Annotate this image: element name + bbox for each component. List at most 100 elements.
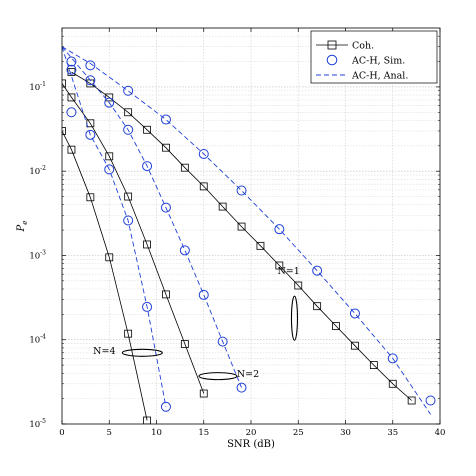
series-line-n4-ac-h-anal <box>62 46 167 407</box>
point-n1-coh <box>218 202 227 211</box>
point-n2-coh <box>62 79 66 88</box>
annotation-ellipse-n2 <box>198 372 238 381</box>
legend-coh-label: Coh. <box>352 41 374 52</box>
legend-item-ach-sim: AC-H, Sim. <box>326 54 405 67</box>
point-n1-coh <box>124 108 133 117</box>
legend: Coh. AC-H, Sim. AC-H, Anal. <box>310 30 438 84</box>
point-n2-coh <box>105 152 114 161</box>
point-n4-coh <box>105 253 114 262</box>
annotations: N=1 N=2 N=4 <box>93 266 300 380</box>
annotation-label-n1: N=1 <box>277 266 299 277</box>
point-n2-ac-h-sim <box>66 64 77 75</box>
series-n2-ac-h-sim <box>66 64 247 393</box>
point-n1-ac-h-sim <box>274 224 285 235</box>
point-n1-coh <box>313 302 322 311</box>
series-n4-ac-h-sim <box>66 107 171 412</box>
point-n1-coh <box>275 261 284 270</box>
x-tick-label: 15 <box>198 428 209 438</box>
x-tick-label: 25 <box>293 428 304 438</box>
series-n4-coh <box>62 127 151 424</box>
x-tick-label: 5 <box>107 428 112 438</box>
annotation-n1: N=1 <box>277 266 300 341</box>
annotation-label-n4: N=4 <box>93 346 115 357</box>
point-n2-ac-h-sim <box>142 161 153 172</box>
point-n1-coh <box>256 241 265 250</box>
point-n2-ac-h-sim <box>85 75 96 86</box>
point-n2-coh <box>180 340 189 348</box>
legend-ach-sim-marker <box>326 54 338 66</box>
point-n1-coh <box>237 222 246 231</box>
x-tick-label: 20 <box>246 428 257 438</box>
point-n2-ac-h-sim <box>236 382 247 393</box>
point-n4-ac-h-sim <box>104 164 115 175</box>
y-tick-exponent: -5 <box>40 418 46 425</box>
point-n1-coh <box>369 361 378 369</box>
y-axis-label: Pe <box>16 221 29 233</box>
legend-item-ach-anal: AC-H, Anal. <box>316 71 408 82</box>
point-n2-coh <box>124 192 133 201</box>
point-n1-coh <box>162 143 170 152</box>
point-n4-coh <box>62 127 66 135</box>
point-n2-ac-h-sim <box>104 97 115 108</box>
series-line-n2-ac-h-anal <box>62 46 242 388</box>
legend-ach-anal-label: AC-H, Anal. <box>351 71 408 82</box>
point-n1-ac-h-sim <box>236 185 247 196</box>
series-line-n4-coh <box>62 130 148 421</box>
annotation-n2: N=2 <box>198 369 259 381</box>
legend-coh-marker <box>327 40 337 50</box>
point-n1-ac-h-sim <box>387 353 398 364</box>
point-n2-ac-h-sim <box>123 124 134 135</box>
point-n1-ac-h-sim <box>312 265 323 276</box>
point-n1-ac-h-sim <box>123 85 134 96</box>
series-line-n1-coh <box>71 71 412 401</box>
y-tick-label: 10-5 <box>29 418 46 430</box>
point-n2-coh <box>199 389 208 398</box>
point-n1-coh <box>105 93 114 102</box>
point-n2-ac-h-sim <box>198 289 209 300</box>
y-axis-label-sub: e <box>21 221 29 225</box>
point-n1-ac-h-sim <box>425 395 436 406</box>
series-layer <box>62 46 436 424</box>
annotation-ellipse-n1 <box>290 295 299 341</box>
point-n2-ac-h-sim <box>217 336 228 347</box>
x-tick-label: 0 <box>59 428 64 438</box>
point-n1-ac-h-sim <box>198 148 209 159</box>
svg-text:Pe: Pe <box>16 221 29 233</box>
plot-area: N=1 N=2 N=4 0 5 10 15 20 25 30 35 40 10-5 10-4 10-3 10… <box>29 27 446 438</box>
point-n1-ac-h-sim <box>85 60 96 71</box>
y-axis-label-main: P <box>16 224 27 232</box>
series-n1-ac-h-anal <box>62 46 431 415</box>
point-n2-ac-h-sim <box>160 202 171 213</box>
point-n1-coh <box>332 322 340 331</box>
point-n4-coh <box>86 193 95 202</box>
series-n1-ac-h-sim <box>66 56 436 406</box>
annotation-n4: N=4 <box>93 346 163 357</box>
x-tick-label: 35 <box>387 428 398 438</box>
y-tick-label: 10-3 <box>29 249 46 261</box>
point-n1-ac-h-sim <box>349 308 360 319</box>
point-n1-coh <box>180 163 189 172</box>
series-line-n1-ac-h-anal <box>62 46 431 415</box>
point-n2-coh <box>143 240 151 249</box>
annotation-label-n2: N=2 <box>237 369 259 380</box>
x-axis-label: SNR (dB) <box>227 439 275 450</box>
point-n4-ac-h-sim <box>123 215 134 226</box>
x-tick-label: 30 <box>340 428 351 438</box>
legend-box <box>310 30 438 84</box>
point-n2-ac-h-sim <box>179 245 190 256</box>
series-n2-ac-h-anal <box>62 46 242 388</box>
point-n4-ac-h-sim <box>85 129 96 140</box>
point-n1-coh <box>294 281 303 290</box>
point-n1-ac-h-sim <box>66 56 77 67</box>
x-tick-label: 10 <box>151 428 162 438</box>
point-n4-ac-h-sim <box>66 107 77 118</box>
point-n1-ac-h-sim <box>160 114 171 125</box>
point-n1-coh <box>388 379 397 388</box>
point-n4-ac-h-sim <box>142 301 153 312</box>
y-tick-exponent: -4 <box>40 334 46 341</box>
x-tick-label: 40 <box>435 428 446 438</box>
annotation-ellipse-n4 <box>121 348 163 357</box>
point-n1-coh <box>351 341 359 350</box>
legend-ach-sim-label: AC-H, Sim. <box>351 56 405 67</box>
